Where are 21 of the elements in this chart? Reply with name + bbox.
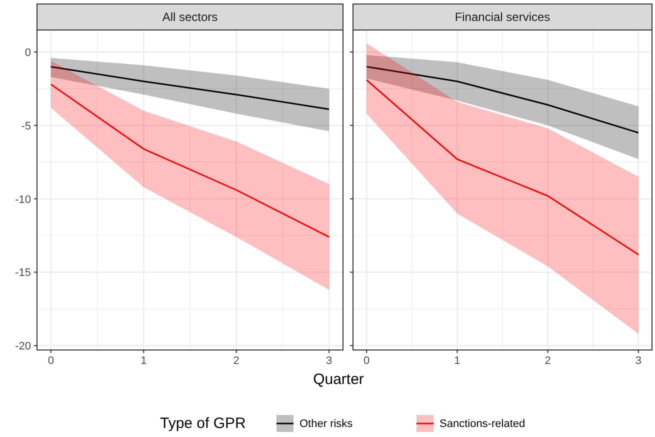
line-series (50, 66, 330, 110)
legend-title: Type of GPR (160, 415, 246, 432)
y-tick-label: -20 (15, 340, 31, 353)
x-tick-label: 1 (140, 355, 147, 367)
y-tick-label: -5 (21, 120, 31, 132)
x-axis-title: Quarter (313, 371, 364, 388)
x-tick-label: 0 (48, 355, 54, 367)
x-tick-label: 1 (454, 355, 460, 367)
x-tick-label: 3 (635, 355, 642, 367)
y-tick-label: -15 (15, 267, 31, 280)
x-tick-label: 3 (326, 355, 332, 367)
x-tick-label: 2 (544, 355, 551, 367)
chart-title: All sectors (162, 10, 218, 24)
legend-label: Sanctions-related (440, 418, 526, 430)
legend-label: Other risks (300, 418, 354, 430)
x-tick-label: 0 (364, 355, 370, 367)
x-tick-label: 2 (233, 355, 240, 367)
y-tick-label: -10 (15, 194, 31, 206)
chart-title: Financial services (454, 10, 550, 24)
y-tick-label: 0 (24, 47, 31, 60)
line-series (50, 84, 330, 238)
